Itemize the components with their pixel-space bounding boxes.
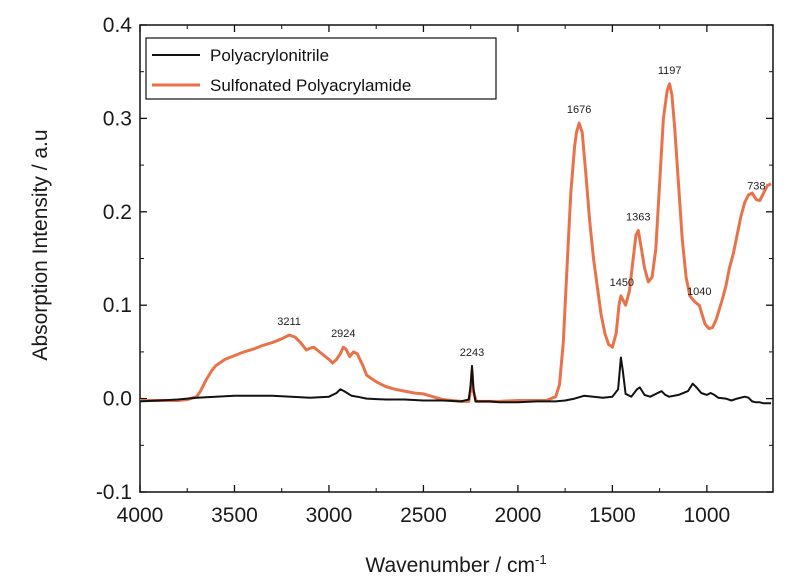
series-line-sulfonated-polyacrylamide: [140, 82, 772, 403]
x-tick-label: 2000: [495, 504, 542, 527]
peak-annotations: 3211 2924 2243 1676 1450 1363 1197 1040 738: [277, 65, 765, 359]
y-tick-label: 0.3: [103, 107, 132, 130]
y-tick-label: 0.1: [103, 294, 132, 317]
y-tick-label: 0.4: [103, 14, 133, 37]
legend-label-sulfonated-polyacrylamide: Sulfonated Polyacrylamide: [210, 76, 411, 95]
peak-label: 2924: [331, 328, 355, 340]
peak-label: 1676: [567, 104, 591, 116]
legend-label-polyacrylonitrile: Polyacrylonitrile: [210, 46, 329, 65]
x-tick-label: 4000: [117, 504, 164, 527]
x-tick-label: 3500: [211, 504, 258, 527]
y-tick-label: -0.1: [96, 481, 132, 504]
plot-area: [139, 24, 774, 493]
y-tick-label: 0.2: [103, 201, 132, 224]
peak-label: 1040: [687, 286, 711, 298]
y-axis-title: Absorption Intensity / a.u: [29, 129, 52, 360]
legend-box: [145, 37, 497, 100]
series-lines: [139, 82, 772, 405]
peak-label: 1450: [610, 277, 634, 289]
peak-label: 1363: [626, 211, 650, 223]
x-tick-label: 1000: [684, 504, 731, 527]
peak-label: 1197: [658, 65, 682, 77]
peak-label: 2243: [460, 347, 484, 359]
x-tick-label: 2500: [400, 504, 447, 527]
x-axis-title: Wavenumber / cm-1: [365, 552, 546, 577]
x-tick-label: 3000: [306, 504, 353, 527]
y-axis: -0.1 0.0 0.1 0.2 0.3 0.4: [96, 14, 773, 504]
x-axis: 4000 3500 3000 2500 2000 1500 1000: [117, 25, 731, 527]
legend: Polyacrylonitrile Sulfonated Polyacrylam…: [145, 37, 497, 100]
x-tick-label: 1500: [589, 504, 636, 527]
series-line-polyacrylonitrile: [139, 356, 772, 405]
y-tick-label: 0.0: [103, 388, 132, 411]
peak-label: 738: [747, 181, 765, 193]
peak-label: 3211: [277, 316, 301, 328]
